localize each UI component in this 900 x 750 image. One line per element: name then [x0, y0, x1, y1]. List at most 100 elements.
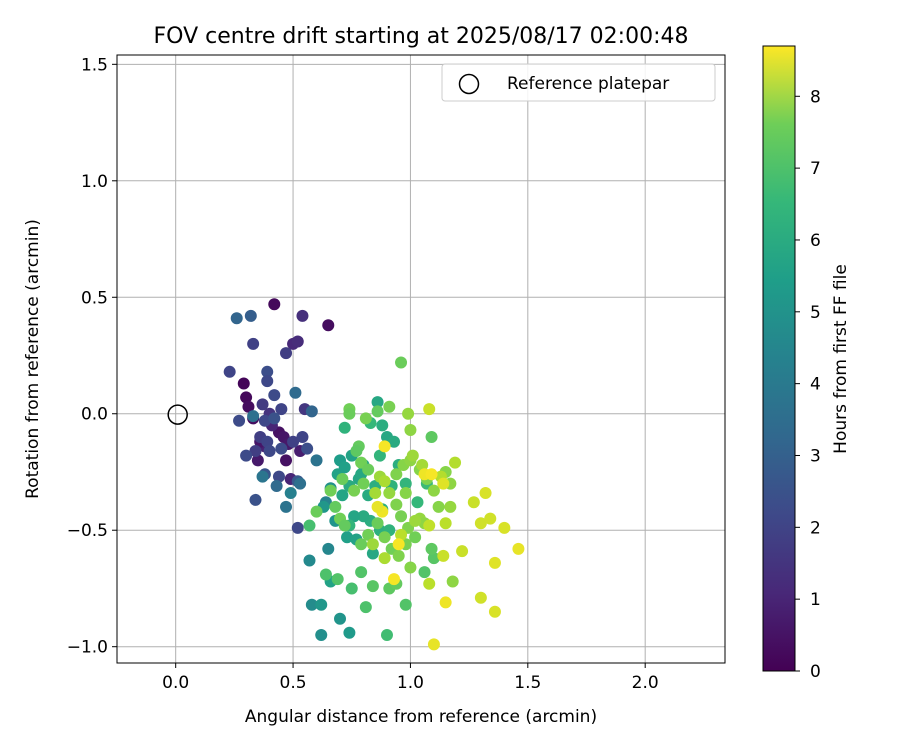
data-point	[275, 442, 288, 455]
y-tick-label: 0.5	[81, 288, 108, 308]
data-point	[380, 629, 393, 642]
data-point	[324, 484, 337, 497]
data-point	[392, 549, 405, 562]
reference-platepar-marker	[167, 404, 188, 425]
data-point	[432, 500, 445, 513]
data-point	[268, 298, 281, 311]
y-axis-label: Rotation from reference (arcmin)	[23, 219, 43, 499]
data-point	[357, 510, 370, 523]
data-point	[383, 400, 396, 413]
grid-lines	[117, 55, 725, 663]
data-point	[315, 629, 328, 642]
data-point	[371, 405, 384, 418]
plot-frame	[116, 54, 726, 664]
data-point	[310, 505, 323, 518]
x-tick-label: 0.5	[280, 673, 307, 693]
data-point	[230, 312, 243, 325]
data-point	[251, 454, 264, 467]
data-point	[256, 398, 269, 411]
data-point	[390, 468, 403, 481]
data-point	[378, 440, 391, 453]
data-point	[289, 386, 302, 399]
data-point	[423, 519, 436, 532]
data-point	[488, 556, 501, 569]
data-point	[449, 456, 462, 469]
data-point	[427, 484, 440, 497]
data-point	[366, 538, 379, 551]
data-point	[338, 461, 351, 474]
data-point	[395, 528, 408, 541]
data-point	[237, 377, 250, 390]
data-point	[404, 424, 417, 437]
data-point	[427, 638, 440, 651]
data-point	[315, 598, 328, 611]
data-point	[223, 365, 236, 378]
data-point	[378, 475, 391, 488]
x-tick-label: 2.0	[632, 673, 659, 693]
colorbar-tick-label: 2	[810, 518, 821, 538]
data-point	[388, 435, 401, 448]
colorbar-ticks: 0 1 2 3 4 5 6 7 8	[795, 87, 821, 682]
y-tick-label: 1.0	[81, 172, 108, 192]
data-point	[343, 626, 356, 639]
data-point	[362, 528, 375, 541]
data-point	[357, 477, 370, 490]
data-point	[444, 500, 457, 513]
data-point	[425, 468, 438, 481]
data-point	[322, 542, 335, 555]
data-point	[233, 414, 246, 427]
data-point	[270, 479, 283, 492]
data-point	[284, 486, 297, 499]
y-tick-label: 0.0	[81, 405, 108, 425]
data-point	[322, 319, 335, 332]
data-point	[240, 449, 253, 462]
data-point	[275, 403, 288, 416]
chart-title: FOV centre drift starting at 2025/08/17 …	[154, 24, 689, 49]
data-point	[425, 431, 438, 444]
data-point	[371, 396, 384, 409]
data-point	[247, 337, 260, 350]
y-tick-label: −0.5	[67, 521, 108, 541]
colorbar-tick-label: 8	[810, 87, 821, 107]
colorbar-gradient	[762, 45, 796, 672]
data-point	[280, 454, 293, 467]
data-point	[456, 545, 469, 558]
data-point	[362, 463, 375, 476]
colorbar: 0 1 2 3 4 5 6 7 8 Hours from first FF file	[762, 45, 851, 682]
data-point	[305, 405, 318, 418]
data-point	[409, 514, 422, 527]
data-point	[341, 531, 354, 544]
x-tick-label: 0.0	[162, 673, 189, 693]
data-point	[383, 486, 396, 499]
data-point	[261, 365, 274, 378]
data-point	[336, 489, 349, 502]
y-tick-label: −1.0	[67, 638, 108, 658]
data-point	[388, 573, 401, 586]
x-axis-ticks: 0.0 0.5 1.0 1.5 2.0	[162, 663, 659, 693]
data-point	[366, 547, 379, 560]
data-point	[338, 519, 351, 532]
data-point	[439, 596, 452, 609]
data-point	[261, 375, 274, 388]
data-point	[291, 521, 304, 534]
data-point	[280, 347, 293, 360]
data-point	[395, 356, 408, 369]
data-point	[474, 591, 487, 604]
data-point	[348, 510, 361, 523]
data-point	[369, 486, 382, 499]
data-point	[416, 458, 429, 471]
colorbar-tick-label: 5	[810, 303, 821, 323]
data-point	[378, 531, 391, 544]
data-point	[399, 598, 412, 611]
colorbar-tick-label: 1	[810, 590, 821, 610]
data-point	[355, 538, 368, 551]
data-point	[336, 472, 349, 485]
data-point	[371, 500, 384, 513]
data-point	[355, 566, 368, 579]
data-point	[373, 449, 386, 462]
data-point	[305, 598, 318, 611]
data-point	[498, 521, 511, 534]
data-point	[343, 407, 356, 420]
data-point	[291, 335, 304, 348]
